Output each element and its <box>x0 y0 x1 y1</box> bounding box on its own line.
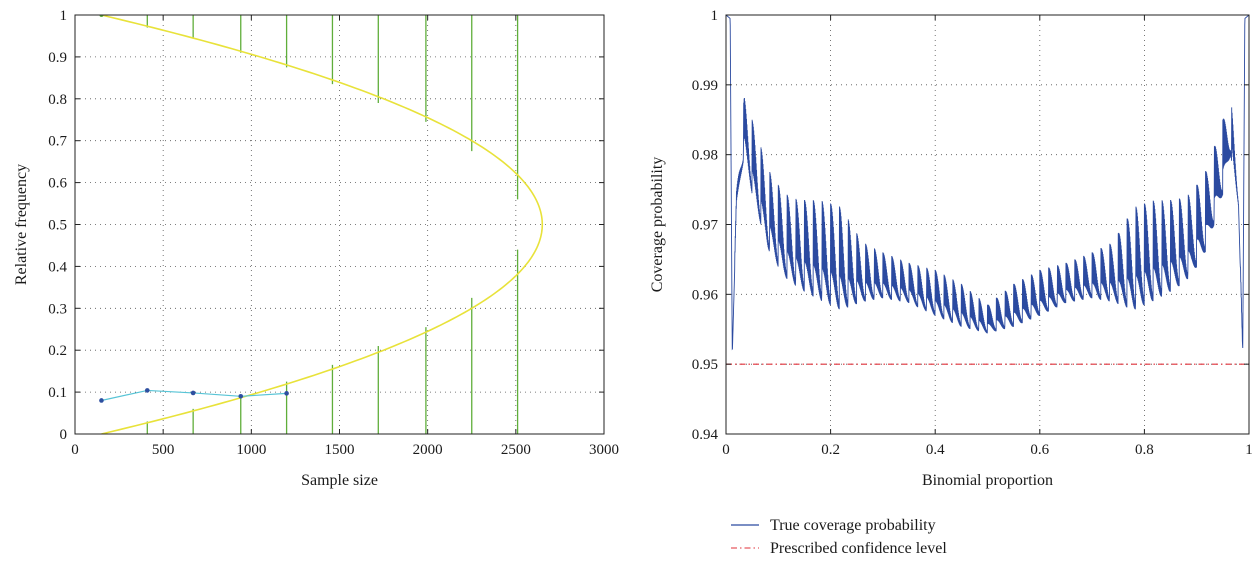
right-x-tick-label: 0.2 <box>821 442 840 458</box>
right-x-tick-label: 0.8 <box>1135 442 1154 458</box>
left-x-axis-label: Sample size <box>301 472 378 489</box>
left-x-tick-label: 1000 <box>236 442 266 458</box>
right-y-tick-label: 1 <box>711 8 719 24</box>
left-x-tick-label: 2500 <box>501 442 531 458</box>
left-gridlines <box>75 15 604 434</box>
right-y-axis-label: Coverage probability <box>649 157 666 293</box>
left-x-tick-label: 1500 <box>325 442 355 458</box>
left-series-point <box>190 390 196 396</box>
left-series-point <box>99 398 104 403</box>
right-x-tick-label: 0 <box>722 442 730 458</box>
legend-label-prescribed-level: Prescribed confidence level <box>770 540 947 557</box>
right-y-tick-label: 0.96 <box>692 287 719 303</box>
left-series-point <box>284 391 289 396</box>
right-chart: 0 0.2 0.4 0.6 0.8 10.940.950.960.970.980.991 … <box>649 8 1253 557</box>
left-x-tick-label: 500 <box>152 442 175 458</box>
left-x-tick-label: 3000 <box>589 442 619 458</box>
left-y-axis-label: Relative frequency <box>13 164 30 285</box>
right-y-tick-label: 0.97 <box>692 218 719 234</box>
left-series-point <box>238 393 244 399</box>
left-x-tick-label: 0 <box>71 442 79 458</box>
left-chart: 0 500 1000 1500 2000 2500 3000 0 0.1 0.2 0.3 0.4 0.5… <box>13 8 619 489</box>
right-y-tick-label: 0.98 <box>692 148 718 164</box>
left-y-tick-label: 0.3 <box>48 301 67 317</box>
true-coverage-line <box>726 15 1249 351</box>
right-y-tick-label: 0.94 <box>692 427 719 443</box>
left-series-point <box>144 388 150 393</box>
legend-label-true-coverage: True coverage probability <box>770 517 936 534</box>
left-plot-frame <box>74 14 605 435</box>
right-plot-area <box>726 15 1249 365</box>
right-legend: True coverage probability Prescribed con… <box>731 517 947 557</box>
left-plot-area <box>99 15 544 434</box>
left-y-tick-label: 0.4 <box>48 259 67 275</box>
left-y-tick-label: 0.8 <box>48 92 67 108</box>
left-y-tick-label: 0.1 <box>48 385 67 401</box>
right-y-tick-label: 0.95 <box>692 357 718 373</box>
left-y-tick-label: 0.6 <box>48 176 67 192</box>
left-y-tick-label: 0.7 <box>48 134 67 150</box>
left-y-tick-label: 1 <box>60 8 68 24</box>
right-ticks: 0 0.2 0.4 0.6 0.8 1 0.94 0.95 0.96 0.97 0.98 0.99 1 <box>692 8 1253 458</box>
right-x-tick-label: 0.4 <box>926 442 945 458</box>
left-ticks: 0 500 1000 1500 2000 2500 3000 0 0.1 0.2 0.3 0.4 0.5… <box>48 8 619 458</box>
right-y-tick-label: 0.99 <box>692 78 718 94</box>
left-parabola-curve <box>101 15 544 434</box>
left-y-tick-label: 0.5 <box>48 218 67 234</box>
left-y-tick-label: 0.9 <box>48 50 67 66</box>
left-y-tick-label: 0.2 <box>48 343 67 359</box>
right-x-axis-label: Binomial proportion <box>922 472 1053 489</box>
right-x-tick-label: 0.6 <box>1030 442 1049 458</box>
left-x-tick-label: 2000 <box>413 442 443 458</box>
left-y-tick-label: 0 <box>60 427 68 443</box>
right-x-tick-label: 1 <box>1245 442 1253 458</box>
